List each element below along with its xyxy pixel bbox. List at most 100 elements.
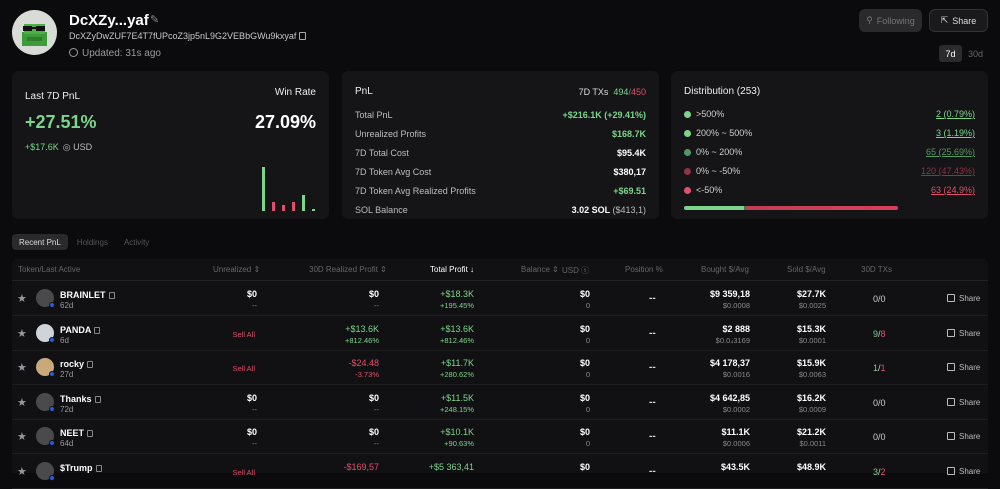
table-row[interactable]: ★ Thanks 72d $0 -- $0 -- +$11.5K +248.15% $0 0 -- $4… (12, 386, 988, 420)
sell-all-button[interactable]: Sell All (232, 329, 255, 339)
tab-recent-pnl[interactable]: Recent PnL (12, 234, 68, 250)
star-icon[interactable]: ★ (17, 465, 27, 478)
sell-all-button[interactable]: Sell All (232, 467, 255, 477)
star-icon[interactable]: ★ (17, 327, 27, 340)
sold-value: $27.7K (796, 289, 826, 299)
balance-value: $0 (579, 289, 590, 299)
token-name[interactable]: PANDA (60, 325, 101, 335)
header-total[interactable]: Total Profit ↓ (430, 265, 475, 274)
distribution-dot (684, 130, 691, 137)
copy-icon[interactable] (94, 326, 101, 334)
table-row[interactable]: ★ PANDA 6d Sell All +$13.6K +812.46% +$13.6K +8… (12, 317, 988, 351)
token-age: 64d (60, 439, 74, 448)
token-name[interactable]: BRAINLET (60, 290, 115, 300)
header-usd[interactable]: USD ⓢ (562, 266, 590, 275)
pnl-title: PnL (355, 86, 373, 97)
token-age: 62d (60, 301, 74, 310)
position-value: -- (649, 465, 656, 477)
star-icon[interactable]: ★ (17, 293, 27, 305)
table-row[interactable]: ★ $Trump Sell All -$169,57 +$5 363,41 $0 -- $43… (12, 455, 988, 489)
range-30d[interactable]: 30d (967, 48, 984, 59)
distribution-value[interactable]: 63 (24.9%) (930, 185, 975, 195)
distribution-row: 200% ~ 500% 3 (1.19%) (684, 128, 975, 142)
realized-value: +$13.6K (345, 323, 379, 334)
row-share-button[interactable]: Share (947, 328, 980, 338)
header-balance[interactable]: Balance ⇕ (521, 265, 559, 274)
total-profit-value: +$11.5K (440, 392, 474, 403)
copy-icon[interactable] (299, 32, 307, 40)
balance-amount: 0 (585, 335, 590, 345)
chain-badge-icon (49, 440, 55, 446)
copy-icon[interactable] (95, 464, 102, 472)
row-share-button[interactable]: Share (947, 466, 980, 476)
copy-icon[interactable] (108, 292, 115, 299)
sold-avg: $0.0011 (799, 439, 826, 448)
token-avatar (36, 358, 55, 377)
distribution-value[interactable]: 2 (0.79%) (935, 109, 975, 119)
following-button[interactable]: ⚲ Following (859, 9, 922, 32)
sell-all-button[interactable]: Sell All (232, 364, 255, 373)
star-icon[interactable]: ★ (17, 431, 27, 443)
sold-avg: $0.0025 (798, 301, 826, 310)
token-age: 72d (60, 404, 74, 414)
tab-activity[interactable]: Activity (123, 237, 150, 247)
row-share-button[interactable]: Share (947, 294, 980, 303)
bought-value: $4 642,85 (709, 392, 750, 403)
distribution-value[interactable]: 120 (47.43%) (920, 166, 975, 176)
distribution-dot (684, 168, 691, 175)
txs-ratio: 0/0 (873, 397, 886, 408)
distribution-card: Distribution (253) >500% 2 (0.79%) 200% ~ … (671, 71, 988, 219)
token-name[interactable]: Thanks (60, 394, 101, 404)
user-icon: ⚲ (866, 15, 873, 25)
distribution-dot (684, 111, 691, 118)
sold-avg: $0.0001 (798, 335, 826, 345)
balance-amount: 0 (585, 301, 590, 310)
star-icon[interactable]: ★ (17, 396, 27, 409)
pnl-usd: +$17.6K ◎ USD (25, 142, 92, 153)
row-share-button[interactable]: Share (947, 432, 980, 441)
distribution-dot (684, 187, 691, 194)
row-share-button[interactable]: Share (947, 363, 980, 372)
total-profit-value: +$13.6K (440, 323, 474, 334)
star-icon[interactable]: ★ (17, 362, 27, 374)
distribution-row: 0% ~ 200% 65 (25.69%) (684, 147, 975, 161)
pnl-row: 7D Total Cost $95.4K (355, 148, 646, 158)
header-token[interactable]: Token/Last Active (18, 265, 81, 274)
header-sold: Sold $/Avg (787, 265, 826, 274)
updated-text: Updated: 31s ago (82, 48, 161, 59)
copy-icon[interactable] (87, 430, 94, 437)
txs-ratio: 3/2 (873, 466, 886, 477)
updated-status: Updated: 31s ago (69, 48, 161, 59)
range-7d[interactable]: 7d (939, 45, 962, 62)
header-unrealized[interactable]: Unrealized ⇕ (213, 265, 261, 274)
header-realized[interactable]: 30D Realized Profit ⇕ (309, 265, 387, 274)
header-txs: 30D TXs (861, 265, 892, 274)
total-profit-percent: +812.46% (440, 335, 474, 345)
table-row[interactable]: ★ BRAINLET 62d $0 -- $0 -- +$18.3K +195.45% $0 0 --… (12, 282, 988, 316)
token-name[interactable]: $Trump (60, 463, 102, 473)
table-row[interactable]: ★ rocky 27d Sell All -$24.48 -3.73% +$11.7K +28… (12, 351, 988, 385)
copy-icon[interactable] (87, 361, 94, 368)
edit-icon[interactable]: ✎ (150, 14, 160, 26)
copy-icon[interactable] (94, 395, 101, 403)
share-button[interactable]: ⇱ Share (929, 9, 988, 32)
bought-value: $11.1K (721, 427, 750, 437)
refresh-icon[interactable] (69, 48, 78, 57)
distribution-row: <-50% 63 (24.9%) (684, 185, 975, 199)
distribution-value[interactable]: 3 (1.19%) (935, 128, 975, 138)
distribution-value[interactable]: 65 (25.69%) (925, 147, 975, 157)
tab-holdings[interactable]: Holdings (76, 237, 108, 247)
distribution-range: 0% ~ -50% (684, 166, 740, 180)
share-icon: ⇱ (940, 15, 949, 25)
bought-value: $2 888 (722, 323, 750, 334)
table-row[interactable]: ★ NEET 64d $0 -- $0 -- +$10.1K +90.63% $0 0 -- $11.1… (12, 420, 988, 454)
realized-percent: +812.46% (345, 335, 379, 345)
token-name[interactable]: NEET (60, 428, 94, 438)
txs-ratio: 0/0 (873, 432, 886, 442)
share-icon (947, 432, 955, 440)
header-position: Position % (625, 265, 663, 274)
pnl-row: 7D Token Avg Realized Profits +$69.51 (355, 186, 646, 196)
row-share-button[interactable]: Share (947, 397, 980, 407)
token-name[interactable]: rocky (60, 359, 94, 369)
pnl-row: Unrealized Profits $168.7K (355, 129, 646, 139)
